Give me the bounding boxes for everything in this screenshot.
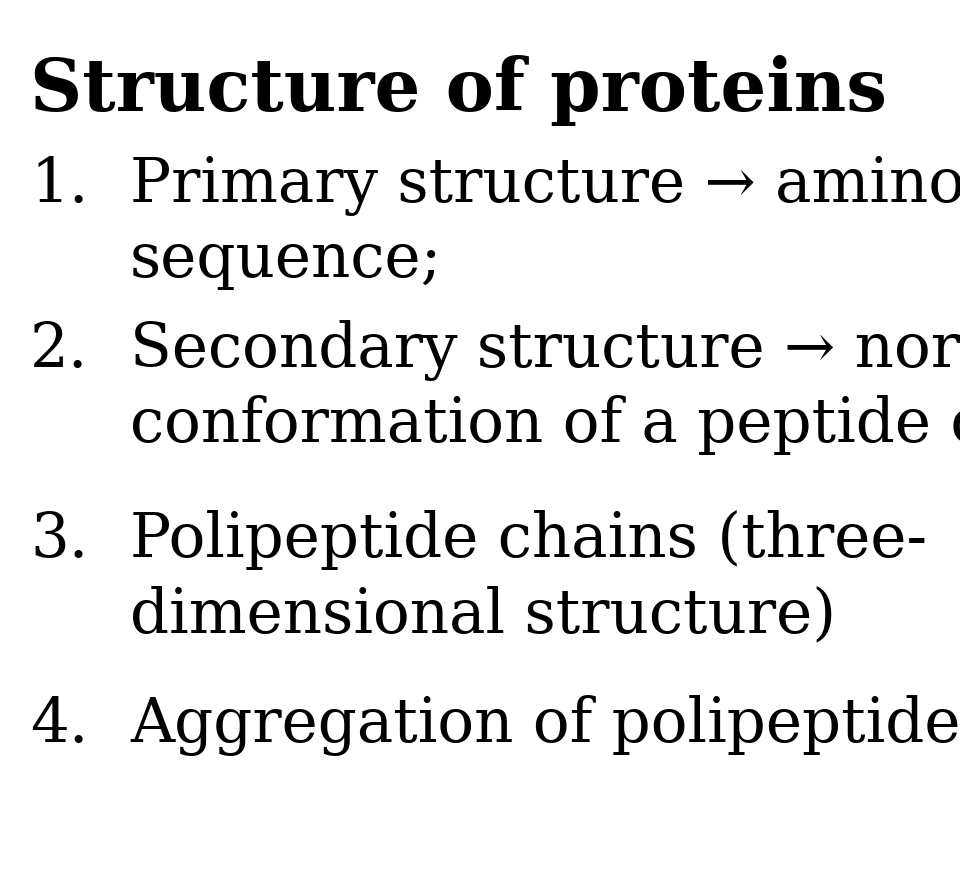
Text: Aggregation of polipeptide chains: Aggregation of polipeptide chains [130,695,960,755]
Text: sequence;: sequence; [130,230,443,289]
Text: Primary structure → amino acid: Primary structure → amino acid [130,155,960,216]
Text: conformation of a peptide chain: conformation of a peptide chain [130,395,960,454]
Text: dimensional structure): dimensional structure) [130,584,836,645]
Text: Structure of proteins: Structure of proteins [30,55,887,126]
Text: Secondary structure → normal: Secondary structure → normal [130,319,960,381]
Text: 2.: 2. [30,319,88,380]
Text: 4.: 4. [30,695,88,754]
Text: Polipeptide chains (three-: Polipeptide chains (three- [130,510,927,569]
Text: 1.: 1. [30,155,88,215]
Text: 3.: 3. [30,510,88,569]
